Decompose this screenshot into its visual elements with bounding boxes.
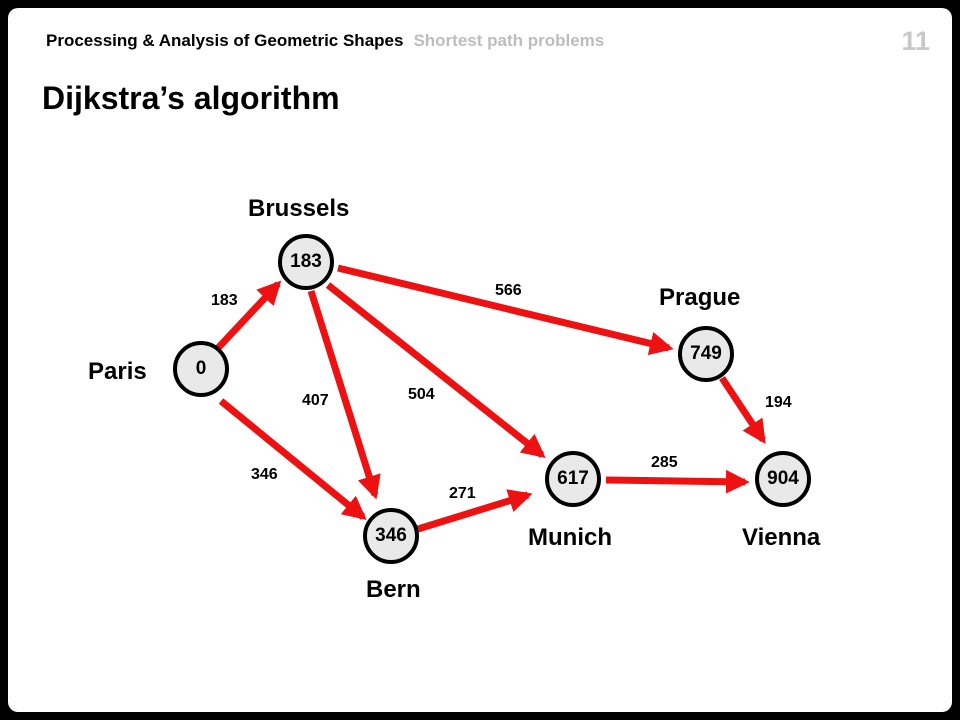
- weight-paris-brussels: 183: [211, 292, 238, 309]
- edge-paris-bern: [218, 398, 367, 521]
- slide: Processing & Analysis of Geometric Shape…: [8, 8, 952, 712]
- edge-munich-vienna: [605, 469, 750, 494]
- edge-brussels-munich: [325, 282, 546, 458]
- slide-title: Dijkstra’s algorithm: [42, 80, 340, 116]
- city-label-vienna: Vienna: [742, 524, 821, 551]
- weight-brussels-prague: 566: [495, 282, 522, 299]
- edge-bern-munich: [416, 489, 533, 533]
- city-label-prague: Prague: [659, 284, 741, 311]
- course-title: Processing & Analysis of Geometric Shape…: [46, 31, 404, 50]
- edge-brussels-bern: [307, 289, 381, 500]
- city-label-munich: Munich: [528, 524, 612, 551]
- section-title: Shortest path problems: [413, 31, 605, 50]
- edge-brussels-prague: [337, 264, 674, 356]
- edge-paris-brussels: [215, 280, 282, 351]
- city-label-brussels: Brussels: [248, 195, 350, 222]
- node-vienna: 904: [755, 451, 811, 507]
- node-prague: 749: [678, 326, 734, 382]
- weight-bern-munich: 271: [449, 485, 476, 502]
- node-paris: 0: [173, 341, 229, 397]
- node-munich: 617: [545, 451, 601, 507]
- city-label-bern: Bern: [366, 576, 421, 603]
- weight-prague-vienna: 194: [765, 394, 792, 411]
- node-bern: 346: [363, 508, 419, 564]
- weight-munich-vienna: 285: [651, 454, 678, 471]
- breadcrumb: Processing & Analysis of Geometric Shape…: [46, 31, 604, 51]
- edge-prague-vienna: [719, 376, 766, 444]
- weight-paris-bern: 346: [251, 466, 278, 483]
- page-number: 11: [901, 26, 930, 56]
- city-label-paris: Paris: [88, 358, 147, 385]
- graph-edges: [215, 264, 766, 533]
- node-brussels: 183: [278, 234, 334, 290]
- weight-brussels-munich: 504: [408, 386, 435, 403]
- weight-brussels-bern: 407: [302, 392, 329, 409]
